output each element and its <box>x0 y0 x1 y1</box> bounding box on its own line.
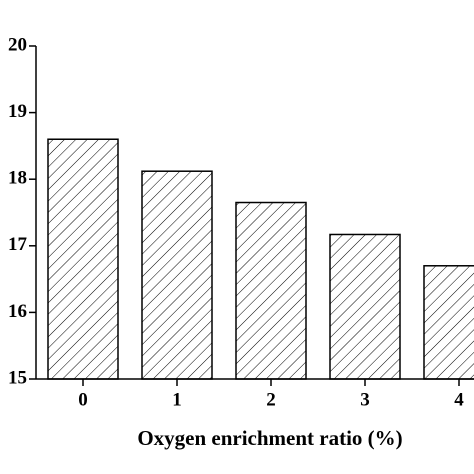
y-tick-label: 18 <box>8 168 27 189</box>
y-tick-label: 17 <box>8 234 28 255</box>
bar <box>47 138 119 380</box>
y-tick-label: 20 <box>8 34 27 55</box>
x-axis-label: Oxygen enrichment ratio (%) <box>137 426 402 450</box>
bar <box>329 233 401 380</box>
bar <box>423 265 474 380</box>
x-tick-label: 2 <box>266 389 276 410</box>
x-tick-label: 4 <box>454 389 464 410</box>
y-tick-label: 15 <box>8 367 27 388</box>
y-tick-label: 16 <box>8 301 27 322</box>
y-tick-label: 19 <box>8 101 27 122</box>
bar <box>235 201 307 380</box>
bar <box>141 170 213 380</box>
x-tick-label: 1 <box>172 389 182 410</box>
x-tick-label: 0 <box>78 389 88 410</box>
x-tick-label: 3 <box>360 389 370 410</box>
